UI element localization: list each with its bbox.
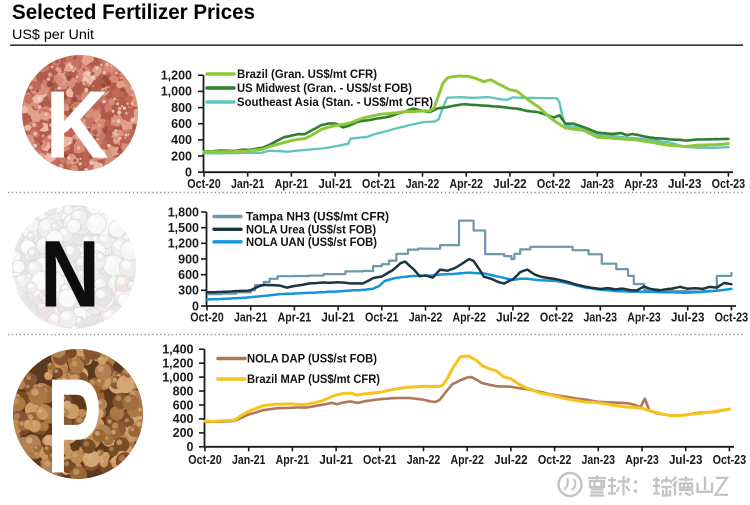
svg-text:Jul-21: Jul-21	[318, 177, 352, 191]
svg-text:Apr-22: Apr-22	[449, 177, 483, 191]
svg-text:Oct-20: Oct-20	[187, 177, 221, 191]
svg-text:600: 600	[178, 268, 199, 282]
svg-text:Jan-23: Jan-23	[584, 311, 618, 325]
svg-text:Apr-21: Apr-21	[276, 453, 310, 467]
svg-text:NOLA Urea (US$/st FOB): NOLA Urea (US$/st FOB)	[246, 223, 376, 237]
svg-text:600: 600	[173, 398, 194, 412]
svg-text:1,200: 1,200	[162, 357, 193, 371]
svg-text:Jan-22: Jan-22	[409, 311, 443, 325]
svg-text:P: P	[47, 351, 102, 501]
svg-text:K: K	[46, 72, 109, 179]
svg-text:Jul-23: Jul-23	[671, 311, 705, 325]
svg-text:Brazil (Gran. US$/mt CFR): Brazil (Gran. US$/mt CFR)	[237, 67, 377, 81]
svg-text:Jul-23: Jul-23	[669, 453, 703, 467]
svg-text:Oct-23: Oct-23	[713, 453, 747, 467]
svg-text:US Midwest (Gran. - US$/st FOB: US Midwest (Gran. - US$/st FOB)	[237, 81, 412, 95]
svg-text:Apr-23: Apr-23	[625, 453, 659, 467]
svg-text:NOLA DAP (US$/st FOB): NOLA DAP (US$/st FOB)	[247, 352, 377, 366]
svg-text:Jul-23: Jul-23	[668, 177, 702, 191]
svg-text:200: 200	[173, 426, 194, 440]
svg-text:Southeast Asia (Stan. - US$/mt: Southeast Asia (Stan. - US$/mt CFR)	[237, 95, 433, 109]
svg-text:200: 200	[171, 149, 192, 163]
svg-text:1,400: 1,400	[162, 343, 193, 357]
svg-text:Jan-21: Jan-21	[231, 177, 265, 191]
svg-text:400: 400	[173, 412, 194, 426]
svg-text:600: 600	[171, 117, 192, 131]
svg-text:Apr-22: Apr-22	[450, 453, 484, 467]
svg-text:US$ per Unit: US$ per Unit	[12, 26, 94, 42]
svg-text:Brazil MAP (US$/mt CFR): Brazil MAP (US$/mt CFR)	[247, 372, 380, 386]
svg-text:300: 300	[178, 284, 199, 298]
svg-text:1,000: 1,000	[161, 85, 192, 99]
svg-text:Jan-23: Jan-23	[582, 453, 616, 467]
svg-text:Oct-20: Oct-20	[188, 453, 222, 467]
svg-text:Jul-22: Jul-22	[493, 177, 527, 191]
svg-text:1,200: 1,200	[161, 69, 192, 83]
svg-text:Oct-21: Oct-21	[362, 177, 396, 191]
svg-text:Apr-22: Apr-22	[452, 311, 486, 325]
svg-text:0: 0	[192, 299, 199, 313]
svg-text:400: 400	[171, 133, 192, 147]
svg-text:Oct-20: Oct-20	[190, 311, 224, 325]
svg-text:1,000: 1,000	[162, 370, 193, 384]
svg-text:0: 0	[185, 166, 192, 180]
svg-text:Jul-22: Jul-22	[496, 311, 530, 325]
svg-text:NOLA UAN (US$/st FOB): NOLA UAN (US$/st FOB)	[246, 235, 377, 249]
svg-text:1,800: 1,800	[168, 205, 199, 219]
svg-text:Jul-22: Jul-22	[494, 453, 528, 467]
svg-text:Apr-23: Apr-23	[624, 177, 658, 191]
svg-text:Apr-21: Apr-21	[275, 177, 309, 191]
svg-text:Oct-21: Oct-21	[365, 311, 399, 325]
svg-text:Oct-22: Oct-22	[540, 311, 574, 325]
svg-text:Tampa NH3 (US$/mt CFR): Tampa NH3 (US$/mt CFR)	[246, 210, 389, 224]
svg-text:900: 900	[178, 252, 199, 266]
svg-text:Selected Fertilizer Prices: Selected Fertilizer Prices	[12, 1, 255, 24]
svg-text:Jul-21: Jul-21	[319, 453, 353, 467]
svg-text:Jan-21: Jan-21	[232, 453, 266, 467]
svg-text:Jan-21: Jan-21	[234, 311, 268, 325]
svg-text:Jan-23: Jan-23	[581, 177, 615, 191]
svg-text:N: N	[40, 222, 100, 328]
svg-text:Jan-22: Jan-22	[407, 453, 441, 467]
svg-text:0: 0	[187, 440, 194, 454]
svg-text:Oct-23: Oct-23	[715, 311, 749, 325]
svg-text:Apr-21: Apr-21	[278, 311, 312, 325]
svg-text:Oct-23: Oct-23	[712, 177, 746, 191]
svg-text:Oct-22: Oct-22	[538, 453, 572, 467]
svg-text:Jul-21: Jul-21	[321, 311, 355, 325]
svg-text:Jan-22: Jan-22	[406, 177, 440, 191]
svg-text:1,500: 1,500	[168, 221, 199, 235]
svg-text:800: 800	[171, 101, 192, 115]
svg-text:Oct-21: Oct-21	[363, 453, 397, 467]
svg-text:Apr-23: Apr-23	[627, 311, 661, 325]
svg-text:800: 800	[173, 384, 194, 398]
svg-text:Oct-22: Oct-22	[537, 177, 571, 191]
svg-text:1,200: 1,200	[168, 237, 199, 251]
